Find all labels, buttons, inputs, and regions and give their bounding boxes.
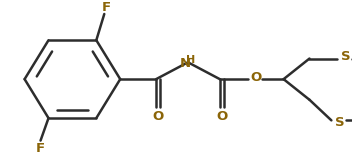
Text: F: F — [102, 1, 111, 14]
Text: S: S — [335, 116, 344, 129]
Text: O: O — [216, 110, 227, 123]
Text: F: F — [36, 141, 45, 155]
Text: N: N — [179, 57, 191, 70]
Text: H: H — [186, 55, 196, 65]
Text: O: O — [250, 71, 261, 84]
Text: O: O — [152, 110, 164, 123]
Text: S: S — [341, 50, 350, 63]
